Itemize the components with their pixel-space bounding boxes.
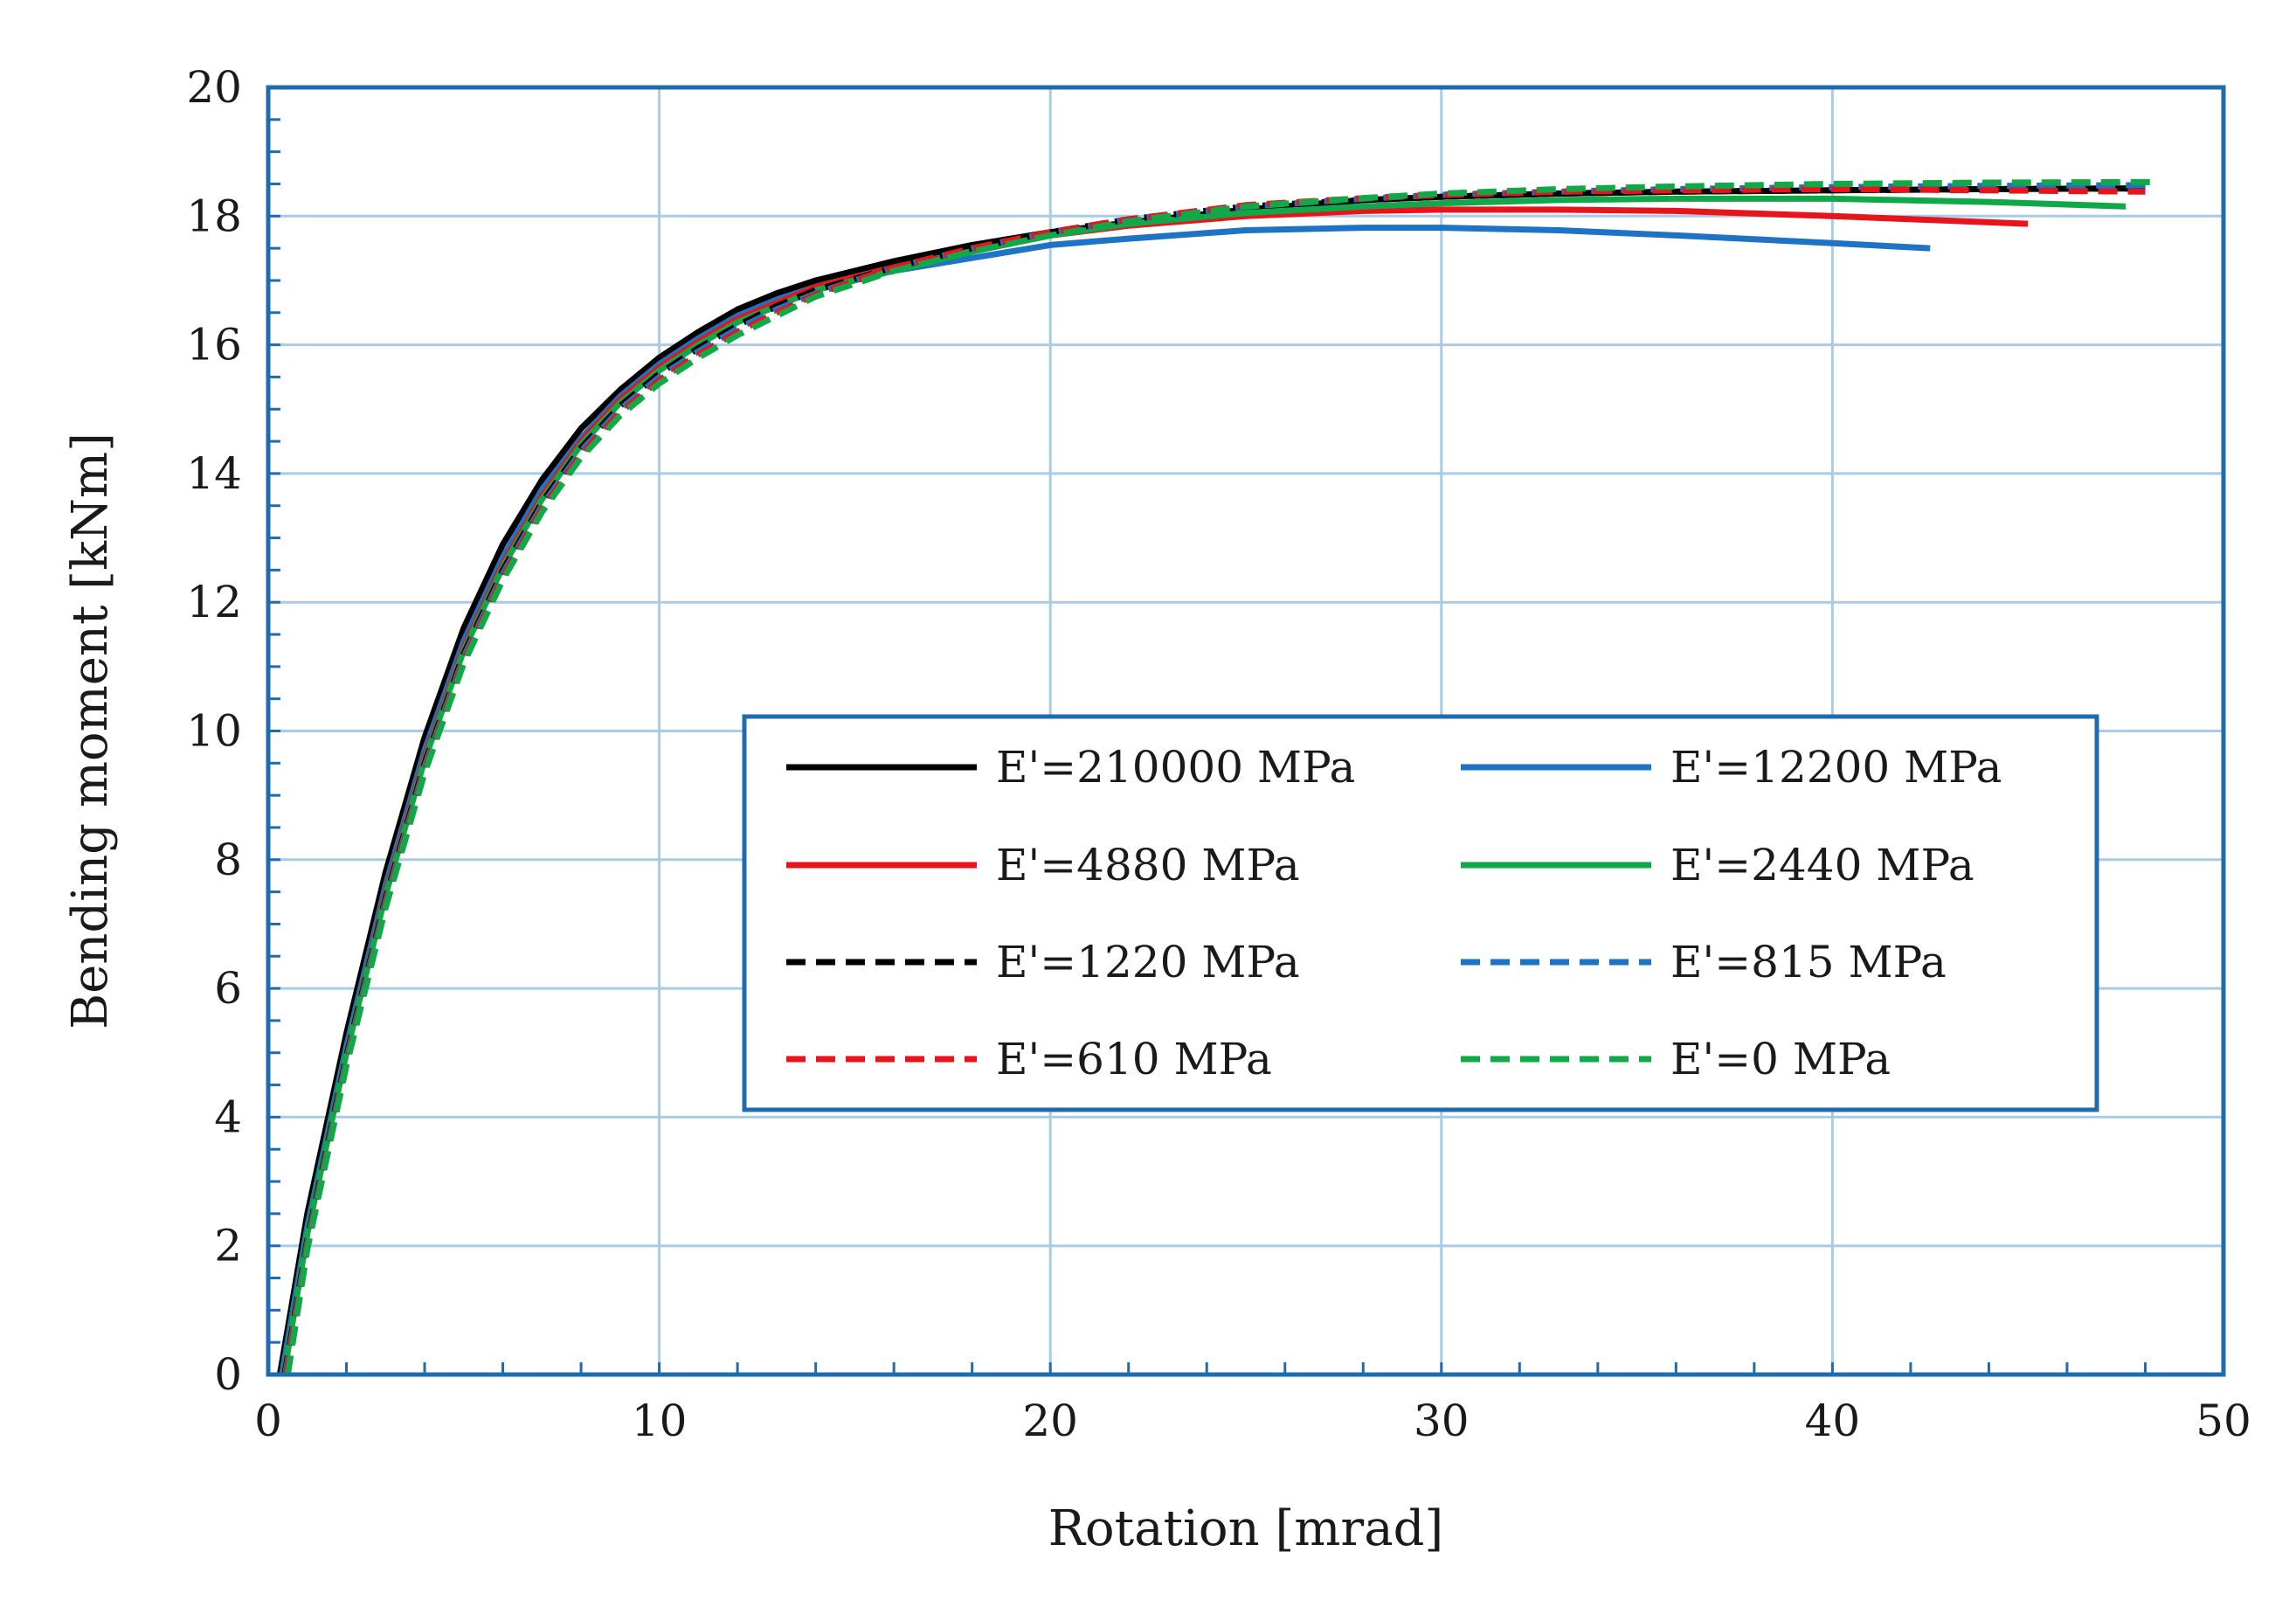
- x-tick-label: 10: [632, 1396, 688, 1446]
- legend: E'=210000 MPa E'=12200 MPa E'=4880 MPa E'=2…: [742, 714, 2099, 1112]
- y-tick-label: 20: [186, 62, 242, 113]
- y-tick-label: 12: [186, 577, 242, 627]
- y-tick-label: 10: [186, 706, 242, 757]
- legend-item: E'=4880 MPa: [786, 840, 1300, 890]
- y-tick-label: 8: [214, 835, 242, 885]
- x-tick-label: 20: [1022, 1396, 1078, 1446]
- legend-label: E'=610 MPa: [996, 1034, 1272, 1084]
- legend-label: E'=2440 MPa: [1670, 840, 1974, 890]
- y-tick-label: 16: [186, 320, 242, 371]
- legend-item: E'=815 MPa: [1461, 937, 1947, 987]
- legend-item: E'=210000 MPa: [786, 742, 1355, 793]
- y-tick-label: 0: [214, 1349, 242, 1400]
- legend-item: E'=0 MPa: [1461, 1034, 1891, 1084]
- legend-label: E'=12200 MPa: [1670, 742, 2002, 793]
- series-layer: [276, 178, 2157, 1375]
- legend-label: E'=0 MPa: [1670, 1034, 1891, 1084]
- legend-item: E'=2440 MPa: [1461, 840, 1974, 890]
- legend-label: E'=815 MPa: [1670, 937, 1947, 987]
- x-tick-label: 50: [2196, 1396, 2251, 1446]
- y-tick-labels: 0 2 4 6 8 10 12 14 16 18 20: [186, 62, 242, 1400]
- legend-box: [742, 714, 2099, 1112]
- x-tick-label: 30: [1414, 1396, 1470, 1446]
- x-axis-title: Rotation [mrad]: [1048, 1500, 1444, 1557]
- legend-item: E'=12200 MPa: [1461, 742, 2002, 793]
- legend-item: E'=1220 MPa: [786, 937, 1300, 987]
- x-tick-label: 40: [1805, 1396, 1861, 1446]
- y-tick-label: 2: [214, 1221, 242, 1271]
- legend-label: E'=210000 MPa: [996, 742, 1355, 793]
- y-tick-label: 14: [186, 448, 242, 499]
- plot-area-frame: [266, 85, 2226, 1377]
- legend-label: E'=1220 MPa: [996, 937, 1300, 987]
- y-tick-label: 6: [214, 963, 242, 1014]
- y-axis-title: Bending moment [kNm]: [62, 433, 119, 1029]
- y-tick-label: 18: [186, 190, 242, 241]
- y-tick-label: 4: [214, 1091, 242, 1142]
- x-tick-labels: 0 10 20 30 40 50: [254, 1396, 2251, 1446]
- legend-item: E'=610 MPa: [786, 1034, 1272, 1084]
- legend-label: E'=4880 MPa: [996, 840, 1300, 890]
- series-line-8: [284, 178, 2157, 1375]
- x-tick-label: 0: [254, 1396, 282, 1446]
